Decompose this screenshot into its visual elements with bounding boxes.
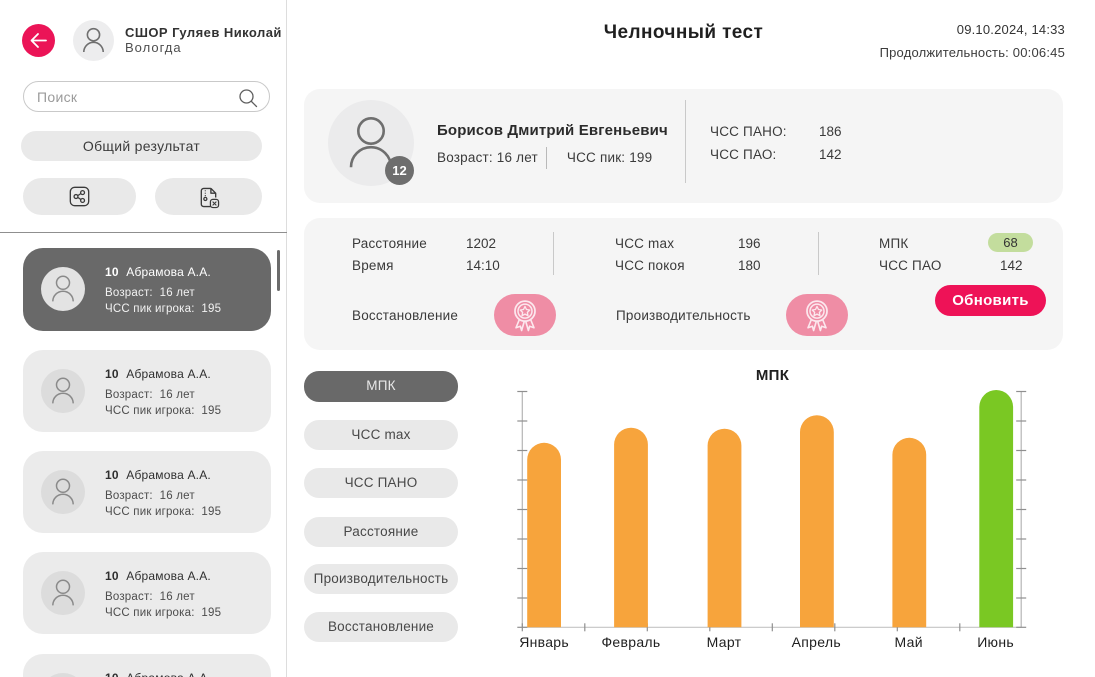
svg-text:Февраль: Февраль xyxy=(601,634,660,650)
svg-text:Март: Март xyxy=(707,634,742,650)
svg-text:Апрель: Апрель xyxy=(792,634,841,650)
svg-text:Январь: Январь xyxy=(519,634,569,650)
svg-text:Май: Май xyxy=(895,634,923,650)
svg-text:Июнь: Июнь xyxy=(977,634,1014,650)
